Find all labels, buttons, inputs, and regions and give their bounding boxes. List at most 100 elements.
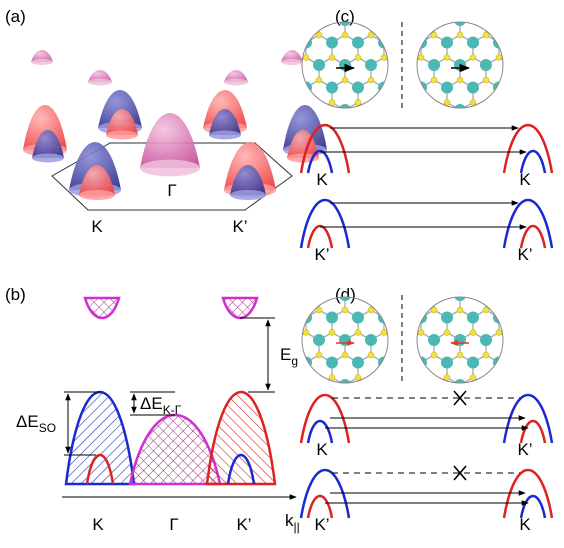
atom-b [264,32,270,38]
atom-b [470,10,476,16]
bond [384,13,397,21]
bond [499,288,512,296]
bond [384,148,397,156]
atom-b [405,442,411,448]
atom-b [381,420,387,426]
atom-b [264,262,270,268]
bond [488,125,501,133]
atom-b [329,375,335,381]
bond [421,265,434,273]
bond [473,423,486,431]
atom-b [381,285,387,291]
atom-b [290,167,296,173]
atom-b [431,352,437,358]
atom-b [431,122,437,128]
atom-a [248,82,260,94]
atom-b [277,285,283,291]
atom-b [420,442,426,448]
valley-red-base [106,131,138,140]
atom-b [225,55,231,61]
bond [436,125,449,133]
label-sub: || [294,520,300,534]
bond [436,148,449,156]
bond [475,400,488,408]
bond [499,35,512,43]
atom-b [405,167,411,173]
atom-a [467,267,479,279]
atom-a [274,312,286,324]
bond [319,265,332,273]
atom-a [467,37,479,49]
bond [397,355,410,363]
atom-a [404,37,416,49]
atom-a [389,402,401,414]
atom-b [407,10,413,16]
bond [408,13,421,21]
atom-a [391,104,403,116]
atom-a [235,59,247,71]
atom-a [441,37,453,49]
atom-a [389,0,401,4]
atom-a [441,312,453,324]
atom-a [519,0,531,4]
atom-a [402,379,414,391]
bond [538,125,551,133]
atom-b [212,32,218,38]
atom-a [376,379,388,391]
bond [410,310,423,318]
atom-a [352,312,364,324]
bond [410,400,423,408]
bond [512,80,525,88]
atom-a [402,244,414,256]
bond [293,35,306,43]
bond [382,13,395,21]
bond [215,13,228,21]
bond [228,13,241,21]
bond [384,288,397,296]
bond [358,13,371,21]
small-valley-base [88,79,112,86]
label: K [316,170,328,189]
atom-b [459,145,465,151]
bond [241,333,254,341]
atom-a [339,334,351,346]
atom-b [431,262,437,268]
bond [475,423,488,431]
atom-b [407,330,413,336]
atom-a [467,82,479,94]
bond [267,13,280,21]
bond [397,243,410,251]
bond [408,35,421,43]
bond [460,148,473,156]
atom-a [352,0,364,4]
bond [410,265,423,273]
atom-a [404,267,416,279]
atom-a [454,379,466,391]
atom-b [238,262,244,268]
valley-gamma-base [140,160,200,177]
atom-b [277,330,283,336]
atom-a [274,0,286,4]
atom-b [433,420,439,426]
atom-b [548,100,554,106]
bond [293,378,306,386]
atom-a [480,149,492,161]
atom-b [472,122,478,128]
bond [358,148,371,156]
bond [408,288,421,296]
bond [473,243,486,251]
atom-a [454,14,466,26]
bond [267,243,280,251]
bond [293,80,306,88]
atom-b [522,55,528,61]
bond [449,423,462,431]
atom-b [251,285,257,291]
atom-a [428,149,440,161]
bond [512,13,525,21]
atom-b [444,145,450,151]
atom-a [428,379,440,391]
bond [462,400,475,408]
atom-b [496,145,502,151]
bond [358,400,371,408]
atom-b [355,420,361,426]
